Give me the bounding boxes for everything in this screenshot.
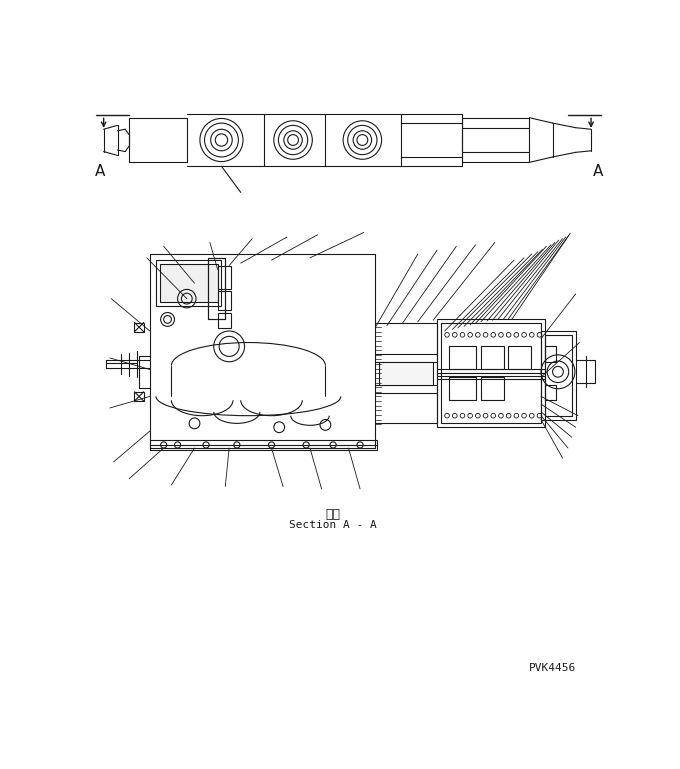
Bar bbox=[150, 441, 377, 450]
Bar bbox=[541, 331, 576, 420]
Text: A: A bbox=[95, 164, 105, 179]
Bar bbox=[218, 291, 231, 310]
Bar bbox=[508, 346, 531, 369]
Bar bbox=[208, 258, 225, 319]
Bar bbox=[135, 392, 143, 401]
Text: A: A bbox=[592, 164, 603, 179]
Bar bbox=[481, 346, 504, 369]
Text: Section A - A: Section A - A bbox=[289, 520, 377, 530]
Bar bbox=[545, 335, 572, 416]
Bar bbox=[208, 258, 225, 319]
Bar bbox=[449, 346, 475, 369]
Bar bbox=[437, 319, 545, 428]
Bar bbox=[481, 377, 504, 401]
Bar bbox=[379, 361, 433, 384]
Bar bbox=[160, 264, 218, 302]
Bar bbox=[135, 322, 143, 331]
Bar bbox=[218, 265, 231, 288]
Bar bbox=[218, 312, 231, 328]
Bar bbox=[156, 260, 222, 306]
Bar bbox=[449, 377, 475, 401]
Text: PVK4456: PVK4456 bbox=[528, 663, 576, 673]
Text: 断面: 断面 bbox=[326, 508, 341, 521]
Bar bbox=[545, 384, 556, 401]
Bar bbox=[441, 323, 541, 424]
Bar bbox=[545, 346, 556, 361]
